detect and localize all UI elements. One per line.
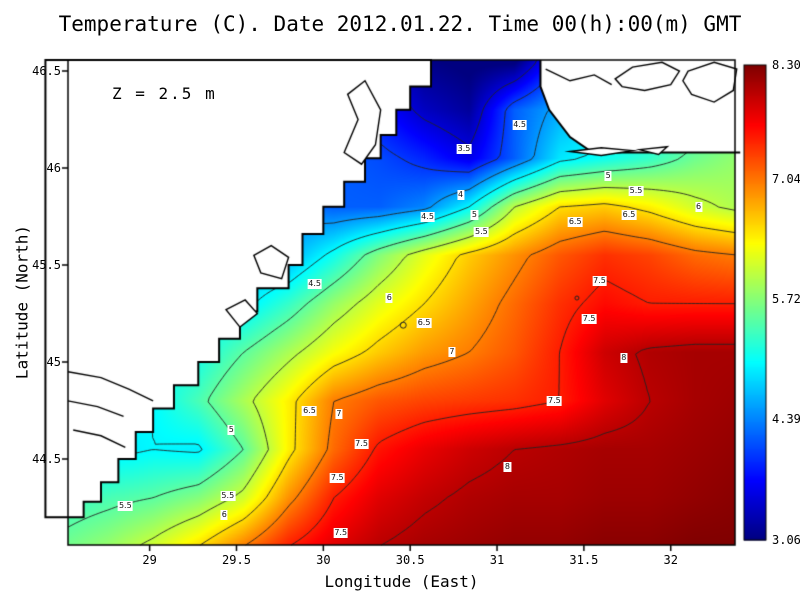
temperature-map-figure: Temperature (C). Date 2012.01.22. Time 0… <box>0 0 800 600</box>
temperature-heatmap-canvas <box>0 0 800 600</box>
